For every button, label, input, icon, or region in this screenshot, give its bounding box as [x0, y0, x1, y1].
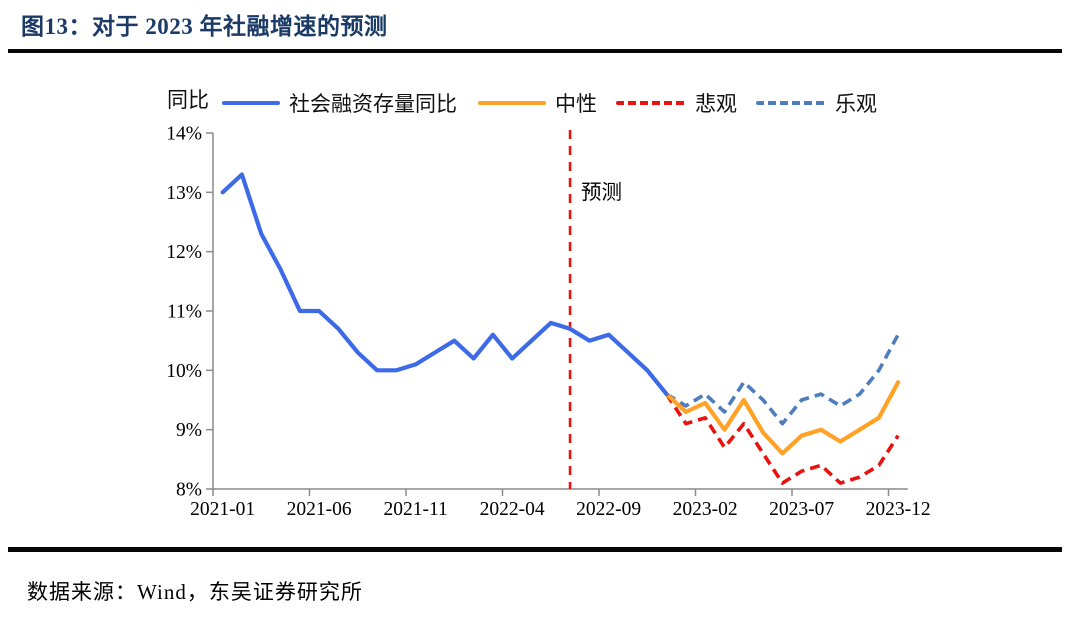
x-tick-label: 2022-04	[480, 499, 545, 520]
x-tick-label: 2021-11	[384, 499, 448, 520]
x-tick-label: 2022-09	[576, 499, 641, 520]
legend-swatch-dashed-3	[756, 101, 826, 105]
legend-item-2: 悲观	[616, 89, 737, 117]
title-divider	[8, 49, 1062, 53]
x-tick-label: 2021-06	[287, 499, 352, 520]
legend-label-2: 悲观	[695, 92, 737, 116]
footer-divider	[8, 547, 1062, 552]
series-line-0	[220, 172, 669, 397]
x-tick-label: 2023-12	[866, 499, 931, 520]
series-line-3	[665, 333, 900, 426]
series-line-2	[664, 393, 900, 485]
legend-item-3: 乐观	[756, 89, 877, 117]
y-tick-label: 14%	[166, 124, 202, 145]
y-tick-label: 12%	[166, 242, 202, 263]
legend-swatch-solid-0	[222, 101, 280, 105]
x-tick-label: 2023-07	[769, 499, 834, 520]
x-tick-label: 2021-01	[190, 499, 255, 520]
legend-label-1: 中性	[555, 92, 597, 116]
legend-label-0: 社会融资存量同比	[289, 92, 457, 116]
y-tick-label: 10%	[166, 361, 202, 382]
forecast-annotation-label: 预测	[581, 181, 622, 204]
legend-item-1: 中性	[478, 89, 597, 117]
y-tick-label: 8%	[176, 480, 202, 501]
x-tick-label: 2023-02	[673, 499, 738, 520]
legend-swatch-solid-1	[478, 101, 546, 105]
y-tick-label: 9%	[176, 420, 202, 441]
legend-label-3: 乐观	[835, 92, 877, 116]
y-tick-label: 11%	[167, 302, 202, 323]
series-line-1	[664, 380, 901, 456]
y-tick-label: 13%	[166, 183, 202, 204]
data-source: 数据来源：Wind，东吴证券研究所	[27, 580, 363, 604]
legend-swatch-dashed-2	[616, 101, 686, 105]
figure-title: 图13：对于 2023 年社融增速的预测	[21, 14, 388, 39]
y-axis-unit-label: 同比	[167, 88, 209, 112]
legend-item-0: 社会融资存量同比	[222, 89, 457, 117]
